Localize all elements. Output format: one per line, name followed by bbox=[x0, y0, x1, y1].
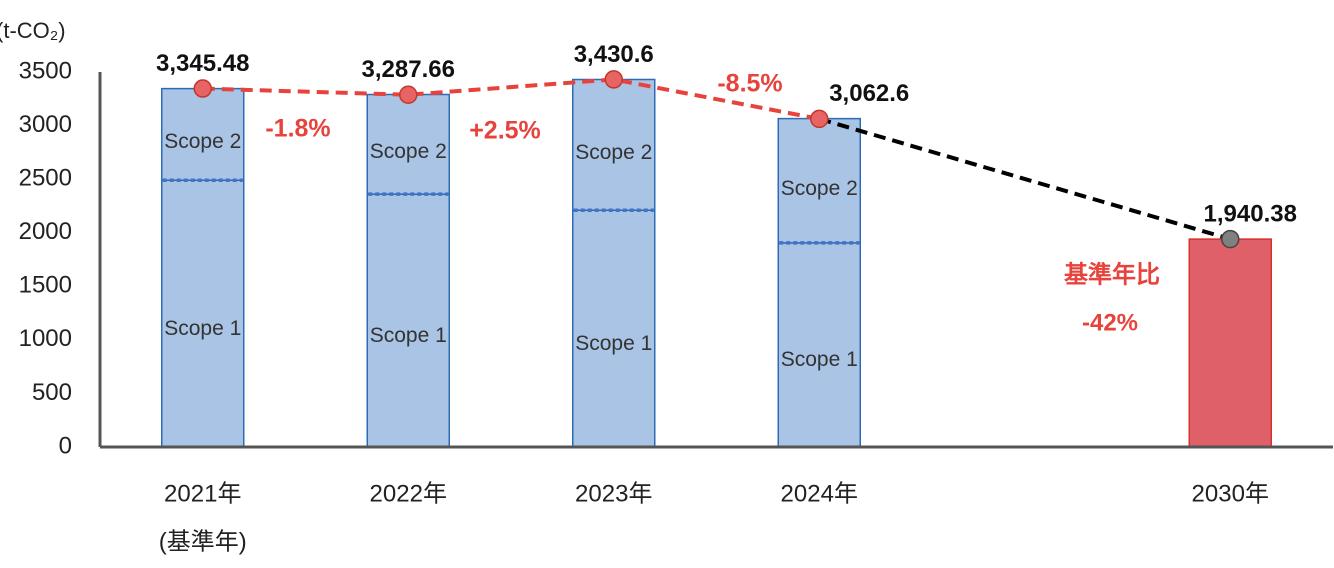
total-line bbox=[202, 77, 820, 121]
change-label: -1.8% bbox=[265, 115, 330, 143]
y-tick-label: 3000 bbox=[19, 111, 72, 138]
change-label: +2.5% bbox=[469, 117, 541, 145]
scope-label: Scope 1 bbox=[164, 316, 242, 340]
scope-label: Scope 1 bbox=[780, 347, 858, 371]
target-note: -42% bbox=[1082, 309, 1138, 336]
bar-segment bbox=[161, 179, 245, 448]
x-tick-label: 2023年 bbox=[575, 480, 652, 507]
bar-segment bbox=[161, 87, 245, 181]
scope-label: Scope 2 bbox=[164, 130, 242, 154]
forecast-line bbox=[818, 116, 1231, 242]
change-label: -8.5% bbox=[717, 70, 782, 98]
y-tick-label: 1000 bbox=[19, 325, 72, 352]
y-tick-label: 500 bbox=[32, 379, 72, 406]
scope-label: Scope 2 bbox=[780, 176, 858, 200]
y-axis-label: (t-CO₂) bbox=[0, 18, 66, 43]
scope-label: Scope 2 bbox=[575, 140, 653, 164]
bar-segment bbox=[366, 193, 450, 448]
x-tick-label: 2021年 bbox=[164, 480, 241, 507]
y-tick-label: 3500 bbox=[19, 57, 72, 84]
x-tick-sublabel: (基準年) bbox=[159, 528, 247, 555]
value-label: 3,287.66 bbox=[362, 56, 455, 83]
scope-label: Scope 1 bbox=[369, 323, 447, 347]
total-point bbox=[193, 79, 212, 98]
y-tick-label: 1500 bbox=[19, 272, 72, 299]
value-label: 3,430.6 bbox=[574, 41, 654, 68]
total-point bbox=[399, 85, 418, 105]
x-tick-label: 2030年 bbox=[1192, 480, 1269, 507]
y-tick-label: 2000 bbox=[19, 218, 72, 245]
y-tick-label: 0 bbox=[59, 432, 72, 459]
target-note: 基準年比 bbox=[1064, 260, 1160, 288]
value-label: 1,940.38 bbox=[1204, 200, 1297, 227]
scope-label: Scope 1 bbox=[575, 331, 653, 355]
total-point bbox=[1221, 229, 1240, 249]
y-tick-label: 2500 bbox=[19, 164, 72, 191]
bar-segment bbox=[777, 117, 861, 244]
x-tick-label: 2022年 bbox=[370, 480, 447, 507]
scope-label: Scope 2 bbox=[369, 140, 447, 164]
value-label: 3,062.6 bbox=[829, 80, 909, 107]
target-bar bbox=[1188, 238, 1272, 448]
value-label: 3,345.48 bbox=[156, 50, 249, 77]
total-point bbox=[810, 109, 829, 129]
bar-segment bbox=[366, 93, 450, 195]
x-tick-label: 2024年 bbox=[781, 480, 858, 507]
bar-segment bbox=[777, 242, 861, 448]
total-point bbox=[604, 70, 623, 89]
